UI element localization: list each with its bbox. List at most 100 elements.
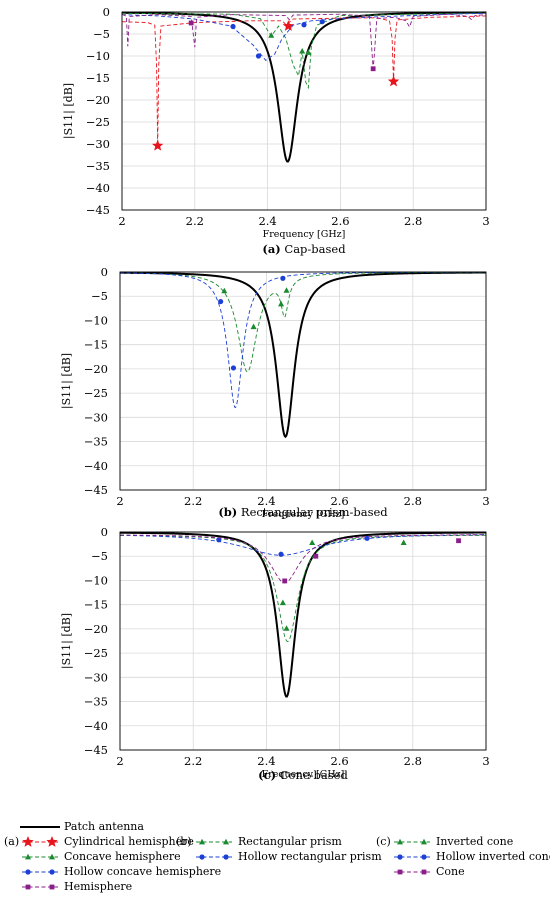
legend-label: Hollow concave hemisphere bbox=[64, 865, 222, 878]
y-axis-label: |S11| [dB] bbox=[62, 83, 76, 139]
x-axis-label: Frequency [GHz] bbox=[263, 229, 346, 240]
square-marker-icon bbox=[22, 884, 58, 890]
figure-caption: (c) Cone-based bbox=[258, 768, 348, 782]
legend-label: Cylindrical hemisphere bbox=[64, 835, 194, 848]
y-axis-label: |S11| [dB] bbox=[60, 613, 74, 669]
x-tick-label: 2 bbox=[116, 754, 123, 768]
y-tick-label: −20 bbox=[86, 93, 110, 107]
series-cone bbox=[119, 534, 486, 584]
y-tick-label: −30 bbox=[84, 670, 108, 684]
legend-swatch-marker bbox=[223, 838, 229, 845]
series-concave-hemisphere bbox=[121, 12, 487, 90]
data-point bbox=[151, 139, 164, 151]
data-point bbox=[230, 23, 236, 30]
plot-frame bbox=[121, 11, 487, 211]
legend-label: Rectangular prism bbox=[238, 835, 342, 848]
triangle-marker-icon bbox=[22, 853, 58, 860]
series-line bbox=[119, 271, 486, 408]
y-tick-label: −10 bbox=[84, 573, 108, 587]
x-tick-label: 2.8 bbox=[404, 754, 422, 768]
y-tick-label: −40 bbox=[84, 719, 108, 733]
series-line bbox=[121, 11, 486, 163]
x-tick-label: 2.4 bbox=[258, 214, 276, 228]
y-tick-label: −25 bbox=[84, 646, 108, 660]
caption-text: Cone-based bbox=[276, 768, 348, 782]
circle-marker-icon bbox=[22, 869, 58, 875]
data-point bbox=[309, 539, 316, 546]
caption-label: (a) bbox=[262, 242, 280, 256]
legend-swatch-marker bbox=[49, 853, 55, 860]
y-tick-label: −5 bbox=[91, 289, 108, 303]
y-tick-label: −10 bbox=[84, 313, 108, 327]
x-axis-label: Frequency [GHz] bbox=[262, 509, 345, 520]
data-point bbox=[255, 53, 262, 59]
data-point bbox=[282, 20, 295, 31]
series-line bbox=[121, 15, 487, 146]
y-tick-label: −30 bbox=[86, 137, 110, 151]
x-tick-label: 2.2 bbox=[184, 494, 202, 508]
data-point bbox=[188, 20, 194, 26]
legend-label: Patch antenna bbox=[64, 820, 144, 833]
data-point bbox=[456, 538, 461, 544]
data-point bbox=[370, 66, 376, 72]
caption-label: (b) bbox=[218, 505, 237, 519]
x-tick-label: 3 bbox=[482, 754, 489, 768]
y-tick-label: −25 bbox=[84, 386, 108, 400]
data-point bbox=[250, 323, 257, 330]
legend-label: Cone bbox=[436, 865, 465, 878]
series-hollow-inverted-cone bbox=[119, 534, 487, 557]
legend-label: Concave hemisphere bbox=[64, 850, 181, 863]
legend-swatch-marker bbox=[421, 854, 427, 860]
circle-marker-icon bbox=[196, 854, 232, 860]
y-tick-label: −25 bbox=[86, 115, 110, 129]
series-line bbox=[121, 12, 487, 90]
series-cylindrical-hemisphere bbox=[121, 15, 487, 151]
legend-swatch-marker bbox=[397, 869, 403, 875]
x-tick-label: 3 bbox=[482, 214, 489, 228]
legend-swatch-marker bbox=[49, 869, 55, 875]
y-tick-label: −40 bbox=[84, 459, 108, 473]
y-axis-label: |S11| [dB] bbox=[60, 353, 74, 409]
y-tick-label: −45 bbox=[86, 203, 110, 217]
legend-swatch-marker bbox=[421, 838, 427, 845]
y-tick-label: −20 bbox=[84, 362, 108, 376]
chart-panel-1: 2 2.2 2.4 2.6 2.8 3 0 −5 −10 −15 −20 −25 −30 −35 −40 −4… bbox=[62, 5, 490, 256]
y-tick-label: 0 bbox=[101, 525, 108, 539]
legend-swatch-marker bbox=[22, 836, 34, 847]
charts-area: 2 2.2 2.4 2.6 2.8 3 0 −5 −10 −15 −20 −25 −30 −35 −40 −4… bbox=[60, 5, 490, 782]
legend-group-b-label: (b) bbox=[176, 835, 192, 848]
x-tick-label: 2.8 bbox=[404, 494, 422, 508]
y-tick-label: 0 bbox=[101, 265, 108, 279]
data-point bbox=[282, 578, 288, 584]
legend-label: Hemisphere bbox=[64, 880, 133, 893]
series-patch-antenna bbox=[121, 11, 486, 163]
star-marker-icon bbox=[22, 836, 58, 847]
data-point bbox=[218, 298, 224, 305]
data-point bbox=[283, 287, 290, 293]
data-point bbox=[279, 599, 286, 606]
triangle-marker-icon bbox=[394, 838, 430, 845]
data-point bbox=[278, 551, 284, 557]
data-point bbox=[387, 75, 400, 87]
triangle-marker-icon bbox=[196, 838, 232, 845]
x-tick-label: 2.2 bbox=[184, 754, 202, 768]
caption-label: (c) bbox=[258, 768, 276, 782]
x-tick-label: 2.4 bbox=[257, 494, 275, 508]
legend: Patch antenna (a) Cylindrical hemisphere… bbox=[0, 820, 550, 897]
x-tick-label: 3 bbox=[482, 494, 489, 508]
series-hollow-concave-hemisphere bbox=[121, 12, 487, 62]
y-tick-label: −45 bbox=[84, 483, 108, 497]
x-axis-label: Frequency [GHz] bbox=[262, 769, 345, 780]
series-line bbox=[119, 271, 486, 373]
legend-swatch bbox=[20, 826, 60, 828]
y-tick-label: −5 bbox=[93, 27, 110, 41]
figure-caption: (b) Rectangular prism-based bbox=[218, 505, 388, 519]
series-rectangular-prism bbox=[119, 271, 486, 373]
legend-swatch-marker bbox=[25, 884, 31, 890]
plot-frame bbox=[119, 531, 487, 751]
series-line bbox=[119, 531, 486, 698]
y-tick-label: −15 bbox=[84, 338, 108, 352]
legend-swatch-marker bbox=[397, 838, 403, 845]
square-marker-icon bbox=[394, 869, 430, 875]
data-point bbox=[319, 19, 325, 25]
